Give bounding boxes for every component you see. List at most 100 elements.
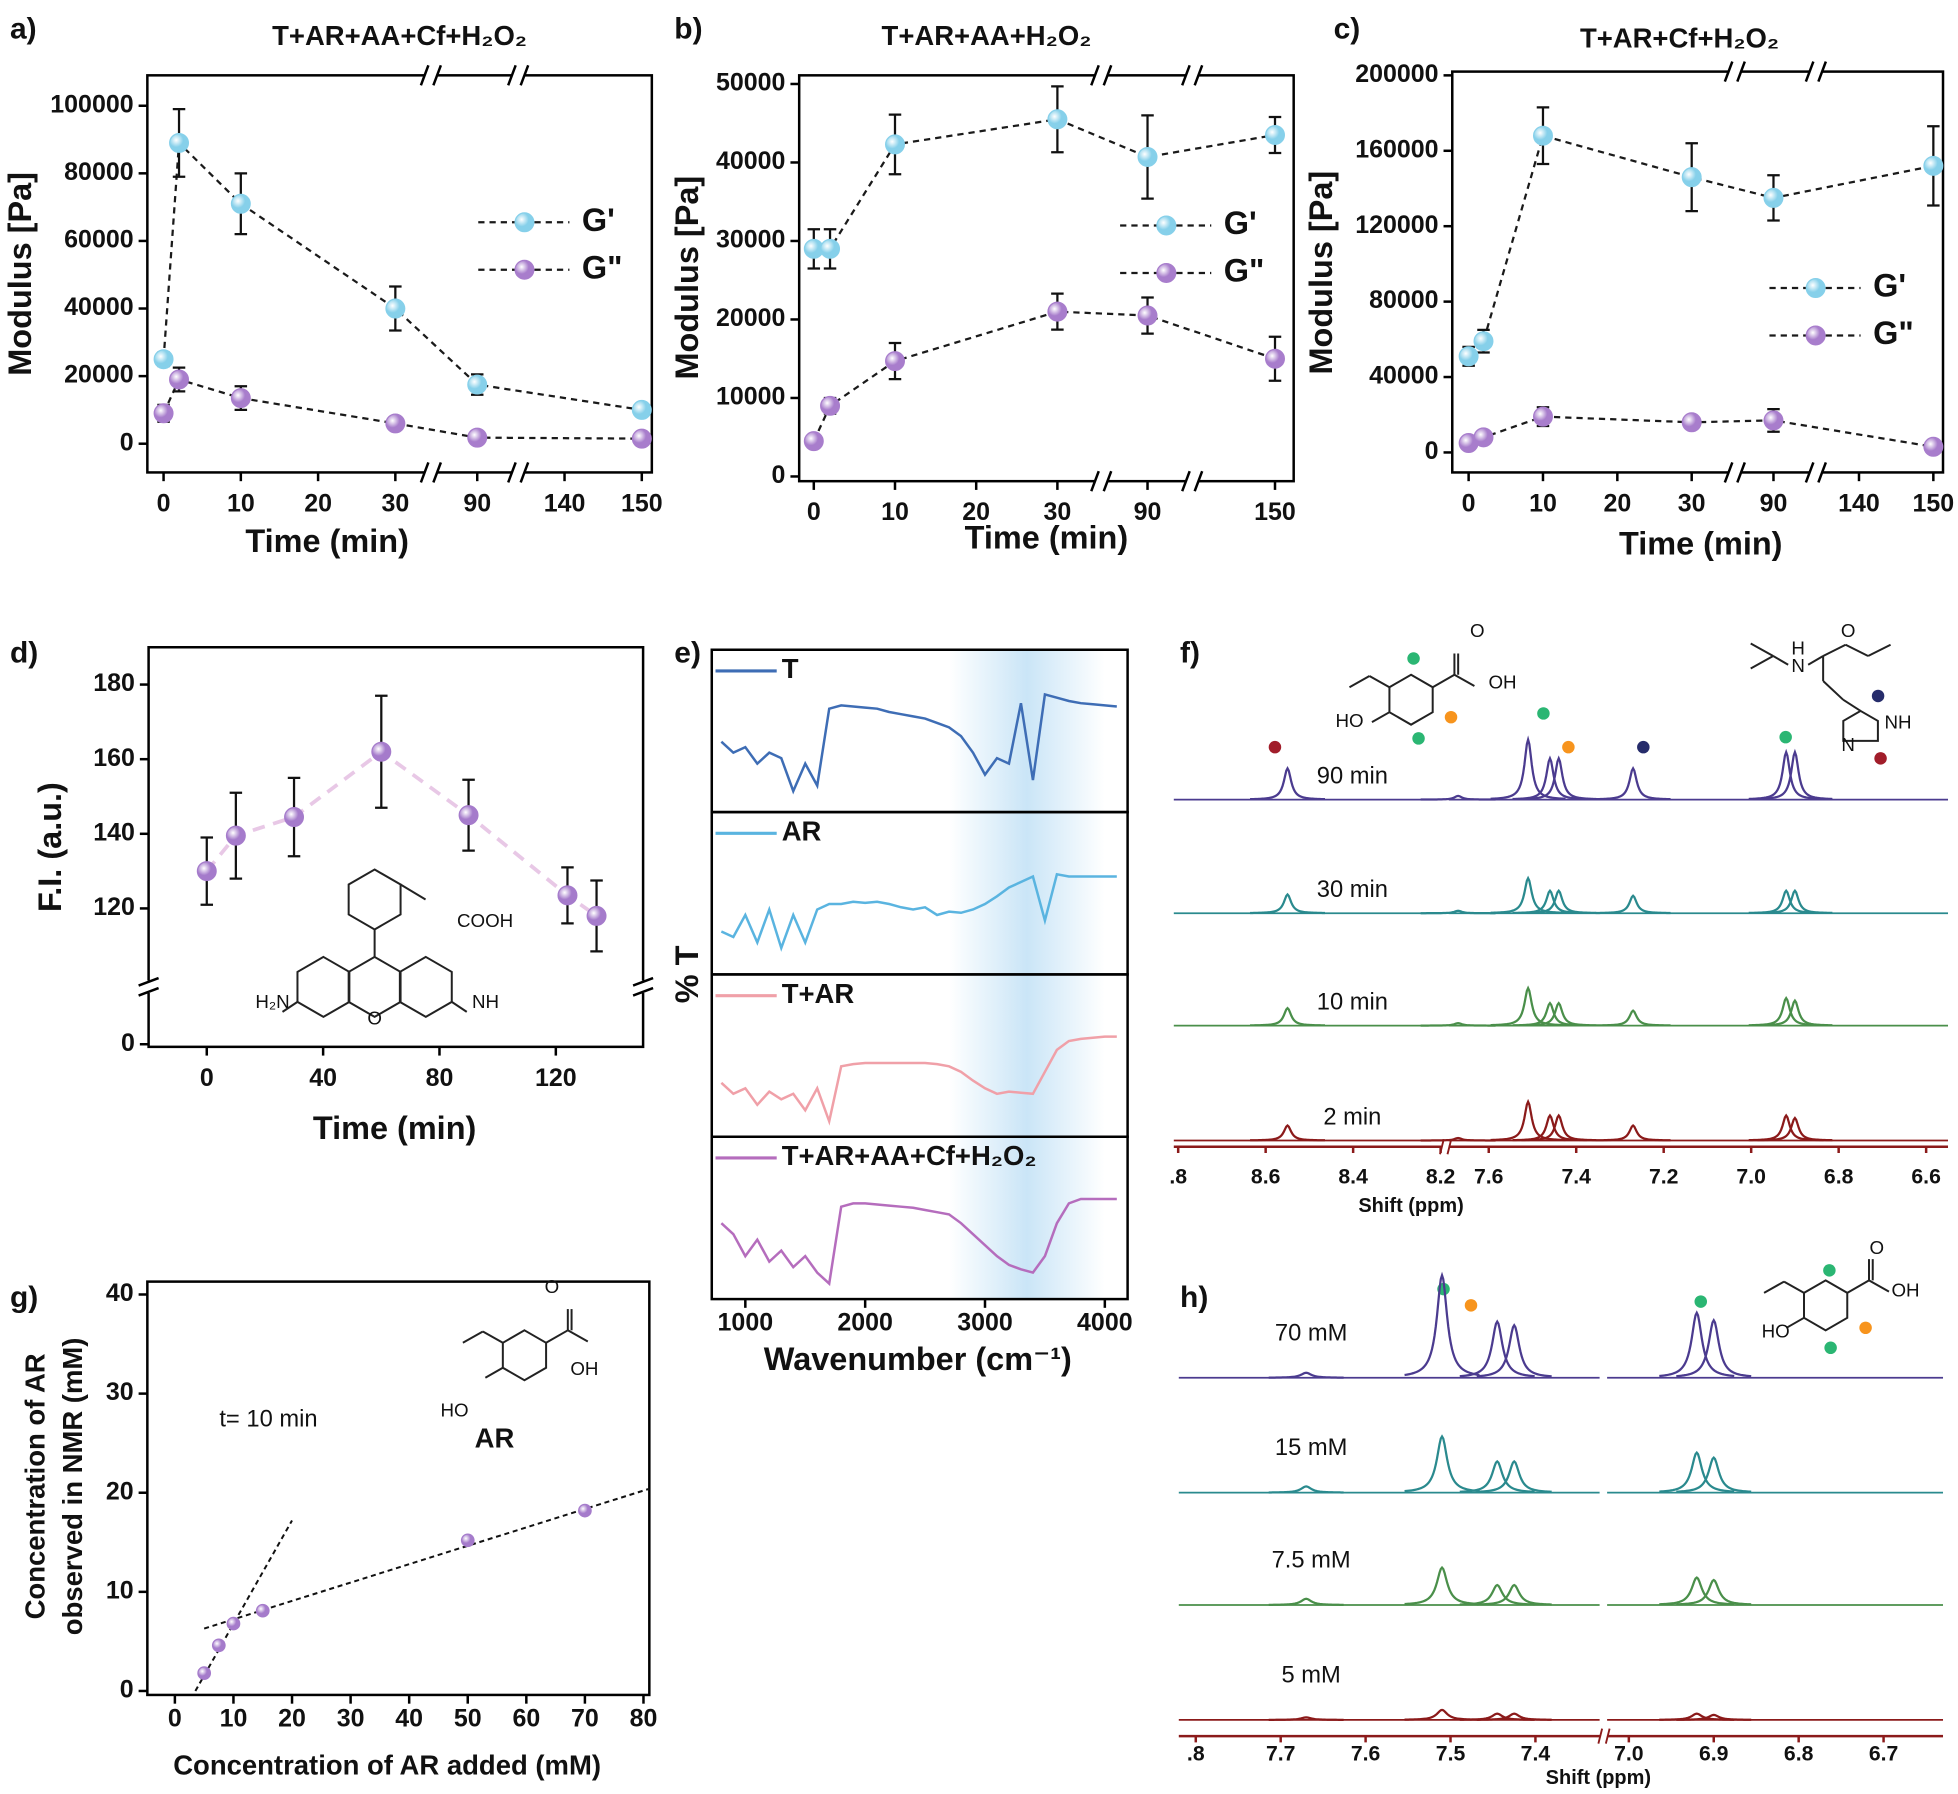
annotation: N <box>1791 655 1805 676</box>
nmr-peak <box>1659 1576 1735 1606</box>
x-tick-label: 10 <box>881 498 909 526</box>
molecule-bond <box>451 1001 468 1013</box>
axis-break-gap <box>1809 468 1823 477</box>
proton-marker <box>1407 652 1420 665</box>
plot-frame <box>797 74 1295 483</box>
legend-label: AR <box>782 816 822 847</box>
x-tick-label: 6.8 <box>1824 1166 1854 1189</box>
axis-break-gap <box>1094 71 1108 80</box>
x-axis-label: Time (min) <box>965 519 1128 555</box>
legend-label: G" <box>1873 315 1914 351</box>
data-point <box>230 388 251 409</box>
nmr-peak <box>1420 909 1496 915</box>
data-point <box>458 805 479 826</box>
x-tick-label: 80 <box>630 1705 658 1733</box>
legend-marker <box>514 212 535 233</box>
legend-marker <box>1156 262 1177 283</box>
axis-break-gap <box>424 71 438 80</box>
x-tick-label: 20 <box>1603 489 1631 517</box>
y-tick-label: 0 <box>120 1676 134 1704</box>
molecule-bond <box>1783 1280 1805 1294</box>
y-axis-label: F.I. (a.u.) <box>32 782 68 912</box>
x-tick-label: 20 <box>304 489 332 517</box>
data-point <box>1532 406 1553 427</box>
trace-label: 10 min <box>1317 989 1388 1015</box>
data-point <box>1681 412 1702 433</box>
spectrum-line <box>720 1035 1117 1126</box>
nmr-peak <box>1250 765 1326 801</box>
x-tick-label: 0 <box>168 1705 182 1733</box>
y-tick-label: 120 <box>93 893 135 921</box>
data-point <box>1047 109 1068 130</box>
x-tick-label: 10 <box>227 489 255 517</box>
data-point <box>460 1533 475 1548</box>
y-tick-label: 20000 <box>716 304 785 332</box>
x-tick-label: 2000 <box>837 1309 893 1337</box>
annotation: O <box>545 1276 560 1297</box>
molecule-bond <box>545 1329 569 1344</box>
legend-marker <box>1805 325 1826 346</box>
nmr-peak <box>1659 1712 1735 1721</box>
x-tick-label: 7.4 <box>1521 1742 1551 1765</box>
data-point <box>211 1638 226 1653</box>
x-tick-label: 7.0 <box>1736 1166 1766 1189</box>
x-tick-label: 150 <box>621 489 663 517</box>
axis-break <box>419 462 430 483</box>
x-tick-label: 80 <box>426 1064 454 1092</box>
series-line <box>162 140 642 412</box>
y-tick-label: 140 <box>93 818 135 846</box>
y-tick-label: 80000 <box>64 158 133 186</box>
nmr-peak <box>1521 755 1597 801</box>
series-line <box>205 749 598 918</box>
x-tick-label: 6.9 <box>1699 1742 1729 1765</box>
y-tick-label: 30 <box>106 1378 134 1406</box>
trace-label: 90 min <box>1317 763 1388 789</box>
series-line <box>1467 134 1934 358</box>
x-tick-label: 8.4 <box>1338 1166 1368 1189</box>
molecule-bond <box>1786 1316 1805 1329</box>
x-tick-label: 8.2 <box>1426 1166 1456 1189</box>
axis-break <box>519 64 530 86</box>
molecule-bond <box>400 883 427 901</box>
nmr-peak <box>1490 1098 1566 1142</box>
proton-marker <box>1859 1321 1872 1335</box>
y-tick-label: 60000 <box>64 226 133 254</box>
data-point <box>1681 167 1702 188</box>
data-point <box>1473 331 1494 352</box>
nmr-peak <box>1459 1459 1535 1493</box>
plot-frame <box>146 74 654 474</box>
data-point <box>1532 125 1553 146</box>
trace-label: 2 min <box>1323 1104 1381 1130</box>
molecule-bond <box>1368 675 1390 689</box>
nmr-peak <box>1420 1021 1496 1027</box>
axis-break <box>1181 470 1191 492</box>
nmr-peak <box>1676 1578 1752 1606</box>
x-axis-label: Concentration of AR added (mM) <box>173 1750 601 1781</box>
axis-break-gap <box>1809 67 1823 76</box>
y-tick-label: 0 <box>121 1029 135 1057</box>
plot-frame <box>146 1280 651 1697</box>
nmr-peak <box>1459 1712 1535 1721</box>
x-tick-label: .8 <box>1187 1742 1205 1765</box>
nmr-peak <box>1757 748 1833 801</box>
axis-break-gap <box>424 468 438 477</box>
panel-label: h) <box>1180 1281 1208 1314</box>
axis-break <box>1736 462 1746 483</box>
x-tick-label: 4000 <box>1077 1309 1133 1337</box>
nmr-peak <box>1268 1371 1344 1379</box>
proton-marker <box>1444 710 1458 724</box>
x-tick-label: 6.6 <box>1911 1166 1941 1189</box>
nmr-peak <box>1404 1708 1480 1721</box>
panel-label: f) <box>1180 637 1200 670</box>
legend-label: T+AR+AA+Cf+H₂O₂ <box>782 1140 1037 1171</box>
x-tick-label: 120 <box>535 1064 577 1092</box>
annotation: OH <box>1892 1280 1920 1301</box>
axis-break-gap <box>1728 468 1742 477</box>
annotation: NH <box>472 991 499 1012</box>
annotation: N <box>1841 734 1855 755</box>
trace-label: 5 mM <box>1282 1662 1341 1688</box>
data-point <box>820 395 841 416</box>
y-tick-label: 30000 <box>716 226 785 254</box>
